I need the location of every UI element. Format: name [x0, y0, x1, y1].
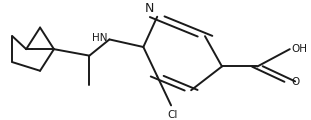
Text: OH: OH — [291, 44, 307, 54]
Text: HN: HN — [92, 33, 108, 43]
Text: O: O — [291, 77, 299, 87]
Text: N: N — [145, 2, 154, 15]
Text: Cl: Cl — [167, 110, 178, 120]
